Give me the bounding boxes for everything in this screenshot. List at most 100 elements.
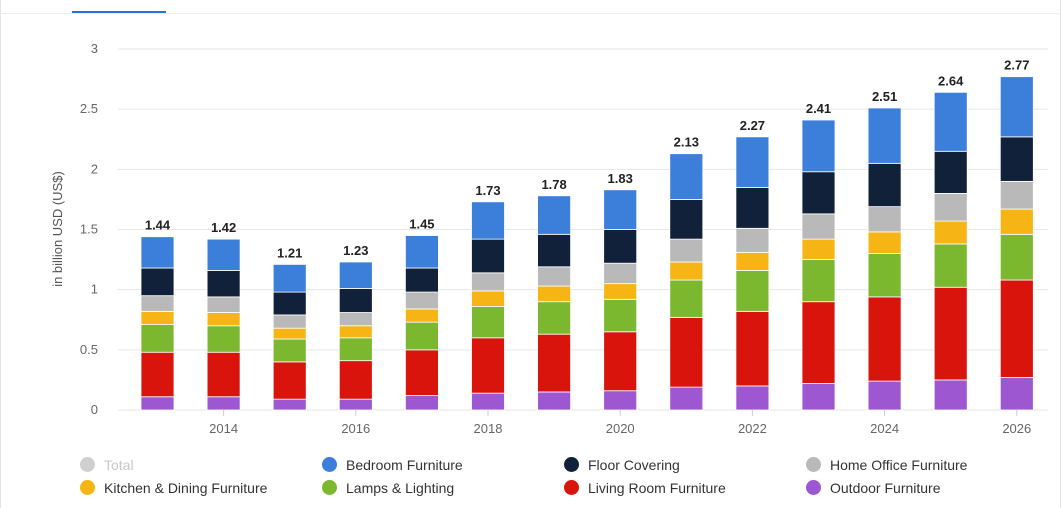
bar-segment-home-office-furniture[interactable] [603,262,638,285]
bar-segment-bedroom-furniture[interactable] [735,136,770,188]
bar-stack-2014[interactable] [206,238,241,411]
bar-segment-floor-covering[interactable] [603,229,638,264]
bar-segment-lamps-lighting[interactable] [140,324,175,353]
bar-segment-floor-covering[interactable] [999,136,1034,182]
bar-segment-lamps-lighting[interactable] [471,306,505,339]
bar-segment-home-office-furniture[interactable] [537,266,571,287]
bar-segment-lamps-lighting[interactable] [603,298,638,333]
bar-segment-outdoor-furniture[interactable] [735,385,770,411]
bar-stack-2021[interactable] [669,153,704,411]
bar-segment-floor-covering[interactable] [338,288,373,313]
bar-segment-lamps-lighting[interactable] [537,301,571,335]
bar-segment-floor-covering[interactable] [537,233,571,268]
bar-segment-living-room-furniture[interactable] [669,316,704,388]
bar-segment-living-room-furniture[interactable] [933,286,968,381]
bar-segment-lamps-lighting[interactable] [404,321,439,351]
bar-segment-living-room-furniture[interactable] [404,349,439,396]
bar-segment-outdoor-furniture[interactable] [603,390,638,411]
bar-stack-2022[interactable] [735,136,770,411]
bar-segment-home-office-furniture[interactable] [338,312,373,327]
bar-segment-bedroom-furniture[interactable] [801,119,836,173]
bar-segment-living-room-furniture[interactable] [537,333,571,393]
bar-stack-2015[interactable] [272,263,307,411]
bar-segment-home-office-furniture[interactable] [867,206,902,233]
bar-stack-2024[interactable] [867,107,902,411]
bar-segment-floor-covering[interactable] [140,267,175,297]
bar-segment-lamps-lighting[interactable] [272,338,307,363]
bar-segment-outdoor-furniture[interactable] [537,391,571,411]
bar-segment-floor-covering[interactable] [735,186,770,229]
legend-item-home-office-furniture[interactable]: Home Office Furniture [806,456,1050,473]
bar-segment-outdoor-furniture[interactable] [272,398,307,411]
bar-segment-home-office-furniture[interactable] [735,227,770,253]
bar-segment-floor-covering[interactable] [933,150,968,194]
bar-segment-outdoor-furniture[interactable] [338,398,373,411]
bar-segment-living-room-furniture[interactable] [735,310,770,387]
legend-item-lamps-lighting[interactable]: Lamps & Lighting [322,479,564,496]
bar-segment-kitchen-dining-furniture[interactable] [338,325,373,339]
bar-segment-outdoor-furniture[interactable] [206,396,241,411]
bar-segment-bedroom-furniture[interactable] [272,263,307,293]
bar-segment-home-office-furniture[interactable] [471,272,505,292]
active-tab-indicator[interactable] [72,11,166,13]
legend-item-living-room-furniture[interactable]: Living Room Furniture [564,479,806,496]
bar-stack-2025[interactable] [933,91,968,411]
bar-segment-outdoor-furniture[interactable] [471,392,505,411]
bar-segment-kitchen-dining-furniture[interactable] [471,290,505,307]
legend-item-bedroom-furniture[interactable]: Bedroom Furniture [322,456,564,473]
bar-segment-bedroom-furniture[interactable] [537,195,571,235]
bar-segment-kitchen-dining-furniture[interactable] [206,312,241,327]
bar-segment-bedroom-furniture[interactable] [338,261,373,289]
bar-segment-bedroom-furniture[interactable] [404,235,439,269]
bar-stack-2026[interactable] [999,76,1034,411]
bar-segment-lamps-lighting[interactable] [206,325,241,353]
bar-segment-outdoor-furniture[interactable] [867,380,902,411]
bar-segment-bedroom-furniture[interactable] [867,107,902,164]
bar-segment-living-room-furniture[interactable] [272,361,307,400]
bar-segment-living-room-furniture[interactable] [140,351,175,398]
bar-segment-outdoor-furniture[interactable] [404,395,439,411]
bar-segment-outdoor-furniture[interactable] [801,383,836,411]
bar-segment-bedroom-furniture[interactable] [999,76,1034,138]
bar-segment-living-room-furniture[interactable] [206,351,241,398]
bar-segment-home-office-furniture[interactable] [933,192,968,222]
bar-segment-home-office-furniture[interactable] [272,314,307,329]
bar-segment-floor-covering[interactable] [206,270,241,298]
bar-segment-living-room-furniture[interactable] [801,301,836,384]
bar-segment-bedroom-furniture[interactable] [603,189,638,230]
bar-segment-outdoor-furniture[interactable] [933,379,968,411]
bar-segment-lamps-lighting[interactable] [999,233,1034,281]
bar-segment-floor-covering[interactable] [404,267,439,293]
bar-stack-2020[interactable] [603,189,638,411]
bar-segment-floor-covering[interactable] [669,199,704,240]
bar-segment-lamps-lighting[interactable] [801,259,836,303]
bar-segment-bedroom-furniture[interactable] [140,236,175,269]
bar-segment-lamps-lighting[interactable] [669,279,704,318]
bar-segment-kitchen-dining-furniture[interactable] [801,238,836,260]
bar-stack-2013[interactable] [140,236,175,411]
bar-segment-outdoor-furniture[interactable] [140,396,175,411]
bar-segment-lamps-lighting[interactable] [338,337,373,362]
bar-segment-kitchen-dining-furniture[interactable] [735,251,770,271]
bar-segment-lamps-lighting[interactable] [933,243,968,288]
bar-stack-2016[interactable] [338,261,373,411]
bar-segment-kitchen-dining-furniture[interactable] [999,208,1034,235]
bar-segment-kitchen-dining-furniture[interactable] [867,231,902,254]
bar-segment-floor-covering[interactable] [801,171,836,215]
bar-segment-home-office-furniture[interactable] [999,180,1034,210]
bar-segment-bedroom-furniture[interactable] [471,201,505,240]
bar-segment-lamps-lighting[interactable] [867,253,902,298]
bar-segment-kitchen-dining-furniture[interactable] [603,283,638,300]
bar-segment-floor-covering[interactable] [867,162,902,208]
bar-segment-living-room-furniture[interactable] [338,360,373,400]
bar-stack-2023[interactable] [801,119,836,411]
bar-segment-living-room-furniture[interactable] [867,296,902,382]
bar-stack-2019[interactable] [537,195,571,411]
bar-segment-bedroom-furniture[interactable] [669,153,704,200]
bar-segment-kitchen-dining-furniture[interactable] [669,261,704,281]
bar-segment-outdoor-furniture[interactable] [999,377,1034,411]
bar-stack-2018[interactable] [471,201,505,411]
bar-segment-floor-covering[interactable] [272,291,307,316]
bar-segment-kitchen-dining-furniture[interactable] [140,310,175,325]
bar-segment-outdoor-furniture[interactable] [669,386,704,411]
